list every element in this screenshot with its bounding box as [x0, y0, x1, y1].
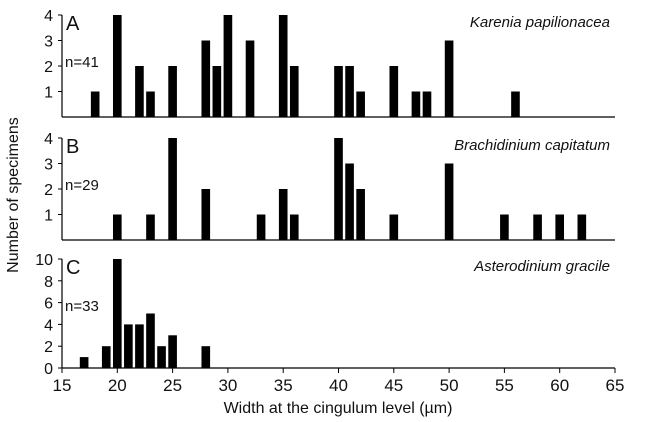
panel-b: 1 2 3 4 Bn=29 Brachidinium capitatum — [44, 131, 615, 240]
histogram-bar — [213, 66, 222, 117]
panel-letter: A — [66, 13, 80, 35]
y-tick-label: 3 — [44, 157, 53, 174]
panel-letter: B — [66, 136, 79, 158]
sample-size-label: n=33 — [65, 298, 99, 315]
x-tick-label: 15 — [53, 376, 72, 395]
histogram-bar — [257, 215, 266, 241]
y-tick-label: 6 — [44, 296, 53, 313]
histogram-bar — [290, 215, 299, 241]
x-axis: 15 20 25 30 35 40 45 50 55 60 65 — [53, 368, 625, 395]
y-tick-label: 3 — [44, 34, 53, 51]
histogram-bar — [389, 215, 398, 241]
histogram-bar — [124, 324, 133, 368]
histogram-bar — [168, 66, 177, 117]
histogram-bar — [290, 66, 299, 117]
y-tick-label: 2 — [44, 59, 53, 76]
histogram-bar — [334, 66, 343, 117]
y-tick-label: 2 — [44, 182, 53, 199]
histogram-bar — [113, 15, 122, 117]
histogram-bar — [389, 66, 398, 117]
histogram-bar — [201, 41, 210, 118]
histogram-bar — [555, 215, 564, 241]
histogram-bar — [356, 189, 365, 240]
histogram-bar — [146, 314, 155, 369]
histogram-bar — [113, 259, 122, 368]
histogram-bar — [423, 92, 432, 118]
y-tick-label: 1 — [44, 208, 53, 225]
histogram-bar — [146, 92, 155, 118]
histogram-bar — [91, 92, 100, 118]
histogram-bar — [135, 66, 144, 117]
histogram-bar — [146, 215, 155, 241]
histogram-bar — [533, 215, 542, 241]
histogram-bar — [157, 346, 166, 368]
histogram-bar — [445, 41, 454, 118]
histogram-bar — [356, 92, 365, 118]
x-tick-label: 65 — [606, 376, 625, 395]
x-tick-label: 35 — [274, 376, 293, 395]
y-tick-label: 4 — [44, 317, 53, 334]
histogram-bar — [135, 324, 144, 368]
histogram-bar — [279, 189, 288, 240]
x-tick-label: 25 — [163, 376, 182, 395]
x-axis-label: Width at the cingulum level (µm) — [224, 400, 453, 417]
x-tick-label: 40 — [329, 376, 348, 395]
x-tick-label: 30 — [218, 376, 237, 395]
histogram-bar — [578, 215, 587, 241]
histogram-bar — [500, 215, 509, 241]
x-tick-label: 60 — [550, 376, 569, 395]
histogram-bar — [102, 346, 111, 368]
panel-a: 1 2 3 4 An=41 Karenia papilionacea — [44, 8, 615, 117]
species-name: Karenia papilionacea — [470, 14, 610, 31]
histogram-bar — [113, 215, 122, 241]
y-tick-label: 4 — [44, 8, 53, 25]
panel-letter: C — [66, 257, 80, 279]
y-axis-label: Number of specimens — [5, 117, 22, 273]
x-tick-label: 20 — [108, 376, 127, 395]
histogram-bar — [412, 92, 421, 118]
y-tick-label: 1 — [44, 85, 53, 102]
histogram-bar — [279, 15, 288, 117]
histogram-bar — [168, 335, 177, 368]
y-tick-label: 8 — [44, 274, 53, 291]
species-name: Brachidinium capitatum — [454, 137, 610, 154]
histogram-bar — [511, 92, 520, 118]
histogram-bar — [224, 15, 233, 117]
histogram-bar — [80, 357, 89, 368]
histogram-bar — [334, 138, 343, 240]
sample-size-label: n=41 — [65, 54, 99, 71]
sample-size-label: n=29 — [65, 177, 99, 194]
histogram-bar — [345, 164, 354, 241]
histogram-bar — [168, 138, 177, 240]
histogram-bar — [201, 346, 210, 368]
x-tick-label: 55 — [495, 376, 514, 395]
y-tick-label: 10 — [35, 252, 53, 269]
x-tick-label: 45 — [384, 376, 403, 395]
histogram-bar — [445, 164, 454, 241]
y-tick-label: 2 — [44, 339, 53, 356]
y-tick-label: 4 — [44, 131, 53, 148]
histogram-bar — [246, 41, 255, 118]
x-tick-label: 50 — [440, 376, 459, 395]
histogram-bar — [345, 66, 354, 117]
species-name: Asterodinium gracile — [473, 258, 610, 275]
histogram-bar — [201, 189, 210, 240]
